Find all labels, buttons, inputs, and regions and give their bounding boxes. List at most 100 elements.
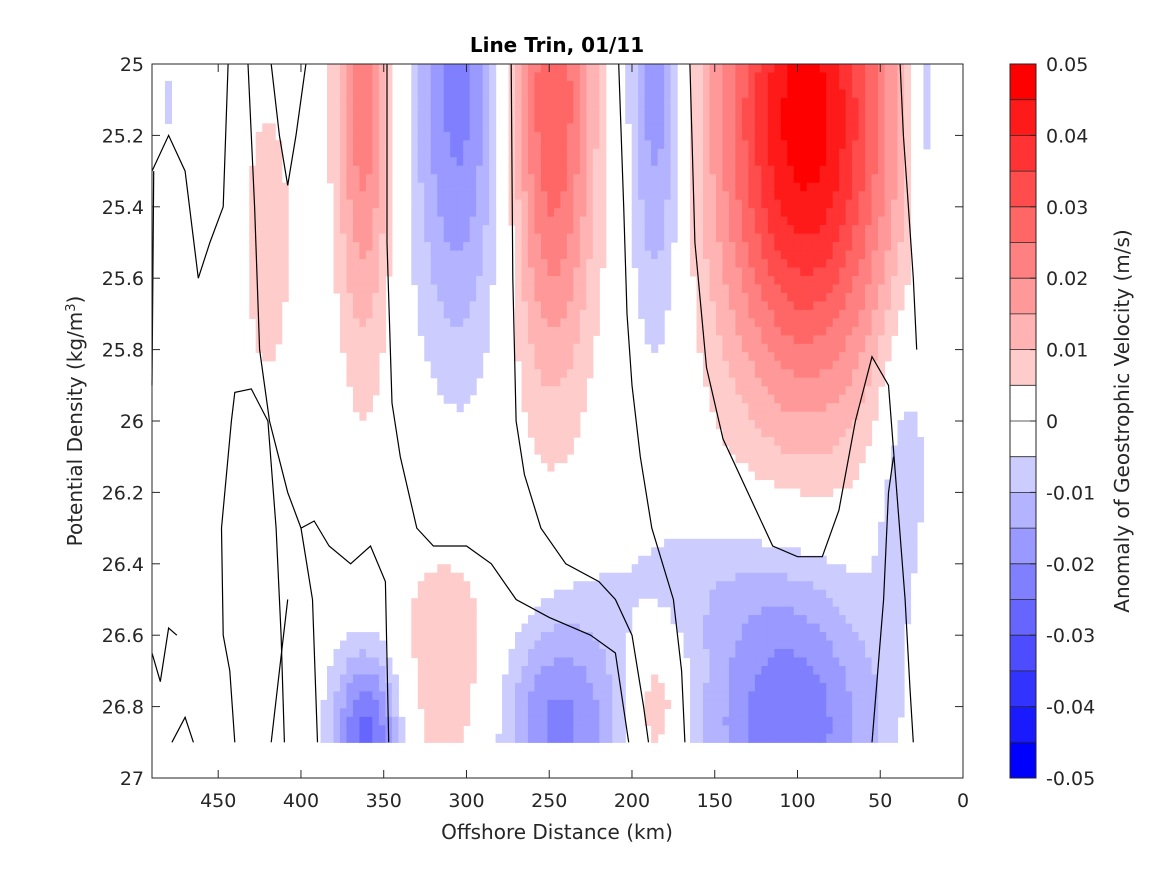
heatmap-cell [703,97,711,107]
heatmap-cell [800,292,808,303]
heatmap-cell [793,326,801,336]
heatmap-cell [903,106,912,116]
heatmap-cell [540,318,549,328]
heatmap-cell [910,504,918,514]
heatmap-cell [832,233,840,243]
heatmap-cell [333,97,341,107]
heatmap-cell [249,191,257,201]
heatmap-cell [741,454,749,464]
heatmap-cell [741,555,749,565]
heatmap-cell [521,360,529,370]
heatmap-cell [761,411,769,421]
heatmap-cell [793,275,801,286]
heatmap-cell [728,589,737,599]
heatmap-cell [761,165,769,175]
heatmap-cell [515,326,523,336]
heatmap-cell [385,699,393,709]
heatmap-cell [677,581,685,591]
heatmap-cell [586,106,594,116]
heatmap-cell [333,174,341,184]
heatmap-cell [651,233,659,243]
heatmap-cell [417,623,425,633]
heatmap-cell [722,564,730,574]
heatmap-cell [391,733,399,743]
heatmap-cell [489,165,497,175]
heatmap-cell [767,89,775,99]
heatmap-cell [553,208,561,218]
heatmap-cell [450,733,458,743]
heatmap-cell [780,640,788,650]
heatmap-cell [826,199,834,209]
heatmap-cell [891,284,899,294]
heatmap-cell [761,589,769,599]
heatmap-cell [709,123,717,133]
heatmap-cell [728,606,737,616]
heatmap-cell [793,547,801,557]
heatmap-cell [819,691,827,701]
heatmap-cell [365,157,373,167]
heatmap-cell [450,259,458,269]
heatmap-cell [871,318,879,328]
heatmap-cell [625,72,633,82]
heatmap-cell [871,191,879,201]
heatmap-cell [826,623,834,633]
heatmap-cell [910,496,918,506]
heatmap-cell [651,165,659,175]
heatmap-cell [579,682,587,693]
heatmap-cell [741,420,749,430]
heatmap-cell [813,555,821,565]
heatmap-cell [806,657,814,667]
heatmap-cell [761,437,769,447]
heatmap-cell [715,208,724,218]
heatmap-cell [534,114,542,124]
heatmap-cell [664,589,672,599]
heatmap-cell [696,632,704,642]
heatmap-cell [339,250,348,260]
heatmap-cell [651,309,659,319]
heatmap-cell [806,242,814,252]
heatmap-cell [767,250,775,260]
heatmap-cell [800,208,808,218]
heatmap-cell [424,140,432,150]
heatmap-cell [365,114,373,124]
heatmap-cell [346,292,354,303]
heatmap-cell [592,216,600,226]
heatmap-cell [826,343,834,353]
heatmap-cell [761,445,769,455]
heatmap-cell [845,649,853,659]
heatmap-cell [780,437,788,447]
heatmap-cell [787,589,795,599]
heatmap-cell [761,233,769,243]
heatmap-cell [728,318,737,328]
heatmap-cell [424,182,432,192]
heatmap-cell [540,437,549,447]
heatmap-cell [339,148,348,158]
heatmap-cell [443,386,451,396]
heatmap-cell [819,225,827,235]
heatmap-cell [327,682,335,693]
heatmap-cell [748,301,756,311]
zero-contour-line [171,715,194,743]
heatmap-cell [365,191,373,201]
heatmap-cell [703,309,711,319]
heatmap-cell [884,699,892,709]
heatmap-cell [579,233,587,243]
heatmap-cell [800,572,808,582]
colorbar-band [1010,421,1036,458]
heatmap-cell [527,292,536,303]
heatmap-cell [754,589,762,599]
heatmap-cell [858,216,866,226]
heatmap-cell [813,487,821,498]
heatmap-cell [845,479,853,489]
heatmap-cell [644,581,652,591]
heatmap-cell [903,199,912,209]
heatmap-cell [839,454,847,464]
heatmap-cell [748,649,756,659]
heatmap-cell [813,343,821,353]
heatmap-cell [527,275,536,286]
heatmap-cell [547,233,555,243]
heatmap-cell [527,665,536,676]
heatmap-cell [540,233,549,243]
heatmap-cell [566,335,574,345]
heatmap-cell [573,174,581,184]
